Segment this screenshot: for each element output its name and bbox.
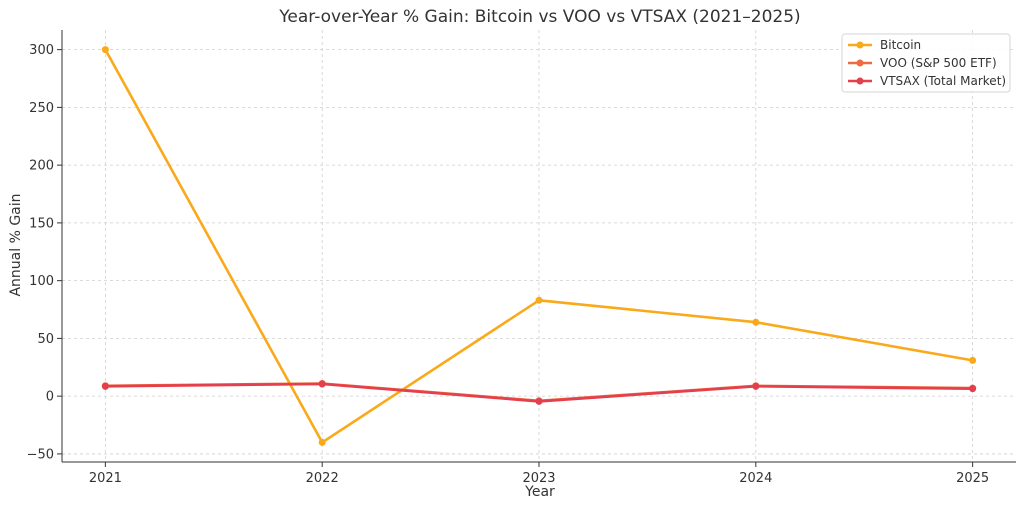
chart-title: Year-over-Year % Gain: Bitcoin vs VOO vs… (278, 7, 800, 27)
legend-swatch-marker (856, 59, 864, 67)
tick-labels: 2021 2022 2023 2024 2025 −50 0 50 100 150 200 250 30… (27, 43, 990, 486)
x-tick-label: 2024 (739, 471, 772, 486)
y-axis-label: Annual % Gain (8, 193, 24, 296)
legend-swatch-marker (856, 77, 864, 85)
x-tick-label: 2021 (89, 471, 122, 486)
data-point-vtsax-total-market (752, 382, 760, 390)
y-tick-label: 300 (29, 43, 54, 58)
data-point-bitcoin (752, 318, 760, 326)
data-point-bitcoin (318, 438, 326, 446)
x-tick-label: 2022 (306, 471, 339, 486)
y-tick-label: −50 (27, 447, 54, 462)
y-tick-label: 200 (29, 159, 54, 174)
y-tick-label: 150 (29, 216, 54, 231)
legend-item: VTSAX (Total Market) (848, 74, 1006, 88)
series-vtsax-total-market (101, 380, 977, 405)
data-point-bitcoin (969, 356, 977, 364)
x-tick-label: 2025 (956, 471, 989, 486)
legend-box (841, 33, 1011, 93)
legend-label: VOO (S&P 500 ETF) (880, 56, 997, 70)
data-point-vtsax-total-market (101, 382, 109, 390)
data-point-vtsax-total-market (969, 385, 977, 393)
y-tick-label: 50 (37, 332, 54, 347)
legend-item: VOO (S&P 500 ETF) (848, 56, 997, 70)
legend-label: VTSAX (Total Market) (880, 74, 1006, 88)
x-tick-label: 2023 (522, 471, 555, 486)
y-tick-label: 250 (29, 101, 54, 116)
legend-swatch-marker (856, 41, 864, 49)
grid (62, 30, 1016, 462)
data-point-vtsax-total-market (318, 380, 326, 388)
data-point-bitcoin (535, 296, 543, 304)
axes (57, 30, 1016, 467)
series-bitcoin (101, 46, 977, 446)
y-tick-label: 0 (46, 390, 54, 405)
data-point-vtsax-total-market (535, 397, 543, 405)
legend-item: Bitcoin (848, 38, 921, 52)
data-point-bitcoin (101, 46, 109, 54)
legend-label: Bitcoin (880, 38, 921, 52)
x-axis-label: Year (524, 484, 555, 500)
series (101, 46, 977, 446)
legend: Bitcoin VOO (S&P 500 ETF) VTSAX (Total Mar… (841, 33, 1011, 93)
y-tick-label: 100 (29, 274, 54, 289)
